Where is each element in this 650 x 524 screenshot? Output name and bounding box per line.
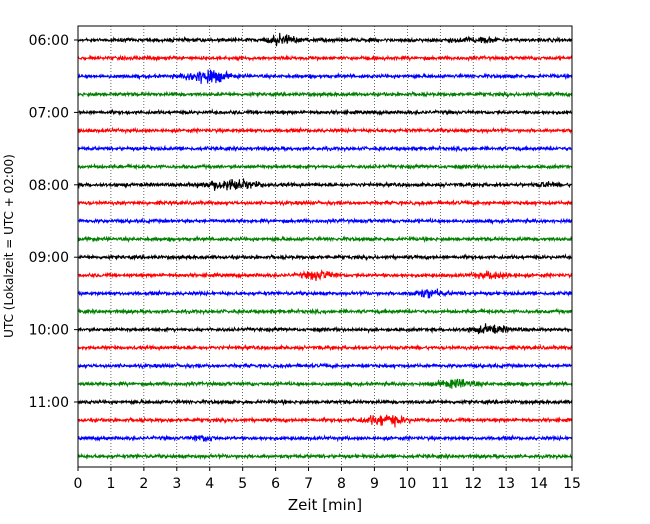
y-tick-label: 08:00 bbox=[29, 178, 69, 194]
trace-line bbox=[77, 362, 573, 370]
trace-line bbox=[77, 323, 573, 335]
x-tick-label: 3 bbox=[172, 476, 181, 492]
trace-line bbox=[77, 414, 573, 428]
x-tick-label: 11 bbox=[431, 476, 449, 492]
y-tick-label: 10:00 bbox=[29, 323, 69, 339]
trace-group bbox=[77, 32, 573, 461]
x-tick-label: 9 bbox=[370, 476, 379, 492]
y-axis-label: UTC (Lokalzeit = UTC + 02:00) bbox=[2, 154, 16, 338]
x-tick-label: 8 bbox=[337, 476, 346, 492]
trace-line bbox=[77, 378, 573, 389]
trace-line bbox=[77, 434, 573, 443]
trace-line bbox=[77, 398, 573, 406]
x-tick-label: 7 bbox=[304, 476, 313, 492]
x-tick-label: 12 bbox=[464, 476, 482, 492]
trace-line bbox=[77, 269, 573, 281]
trace-line bbox=[77, 452, 573, 461]
x-tick-label: 14 bbox=[530, 476, 548, 492]
y-tick-label: 07:00 bbox=[29, 105, 69, 121]
x-tick-label: 5 bbox=[238, 476, 247, 492]
x-axis-label: Zeit [min] bbox=[288, 496, 362, 514]
x-tick-label: 1 bbox=[106, 476, 115, 492]
y-axis-ticks: 06:00 07:00 08:00 09:00 10:00 11:00 bbox=[29, 33, 78, 411]
plot-frame bbox=[77, 25, 573, 468]
trace-line bbox=[77, 253, 573, 262]
trace-line bbox=[77, 69, 573, 84]
x-axis-ticks: 0 1 2 3 4 5 6 7 8 9 10 11 12 13 14 15 bbox=[74, 467, 581, 492]
trace-line bbox=[77, 343, 573, 352]
trace-line bbox=[77, 90, 573, 99]
trace-line bbox=[77, 108, 573, 117]
trace-line bbox=[77, 54, 573, 63]
trace-line bbox=[77, 32, 573, 47]
x-tick-label: 13 bbox=[497, 476, 515, 492]
trace-line bbox=[77, 162, 573, 172]
x-tick-label: 10 bbox=[398, 476, 416, 492]
x-tick-label: 6 bbox=[271, 476, 280, 492]
y-tick-label: 06:00 bbox=[29, 33, 69, 49]
trace-line bbox=[77, 178, 573, 191]
trace-line bbox=[77, 235, 573, 244]
x-tick-label: 15 bbox=[563, 476, 581, 492]
trace-line bbox=[77, 126, 573, 135]
trace-line bbox=[77, 144, 573, 153]
x-tick-label: 0 bbox=[74, 476, 83, 492]
x-tick-label: 4 bbox=[205, 476, 214, 492]
y-tick-label: 11:00 bbox=[29, 395, 69, 411]
trace-line bbox=[77, 307, 573, 316]
trace-line bbox=[77, 288, 573, 299]
y-tick-label: 09:00 bbox=[29, 250, 69, 266]
trace-line bbox=[77, 198, 573, 208]
trace-line bbox=[77, 217, 573, 226]
x-tick-label: 2 bbox=[139, 476, 148, 492]
